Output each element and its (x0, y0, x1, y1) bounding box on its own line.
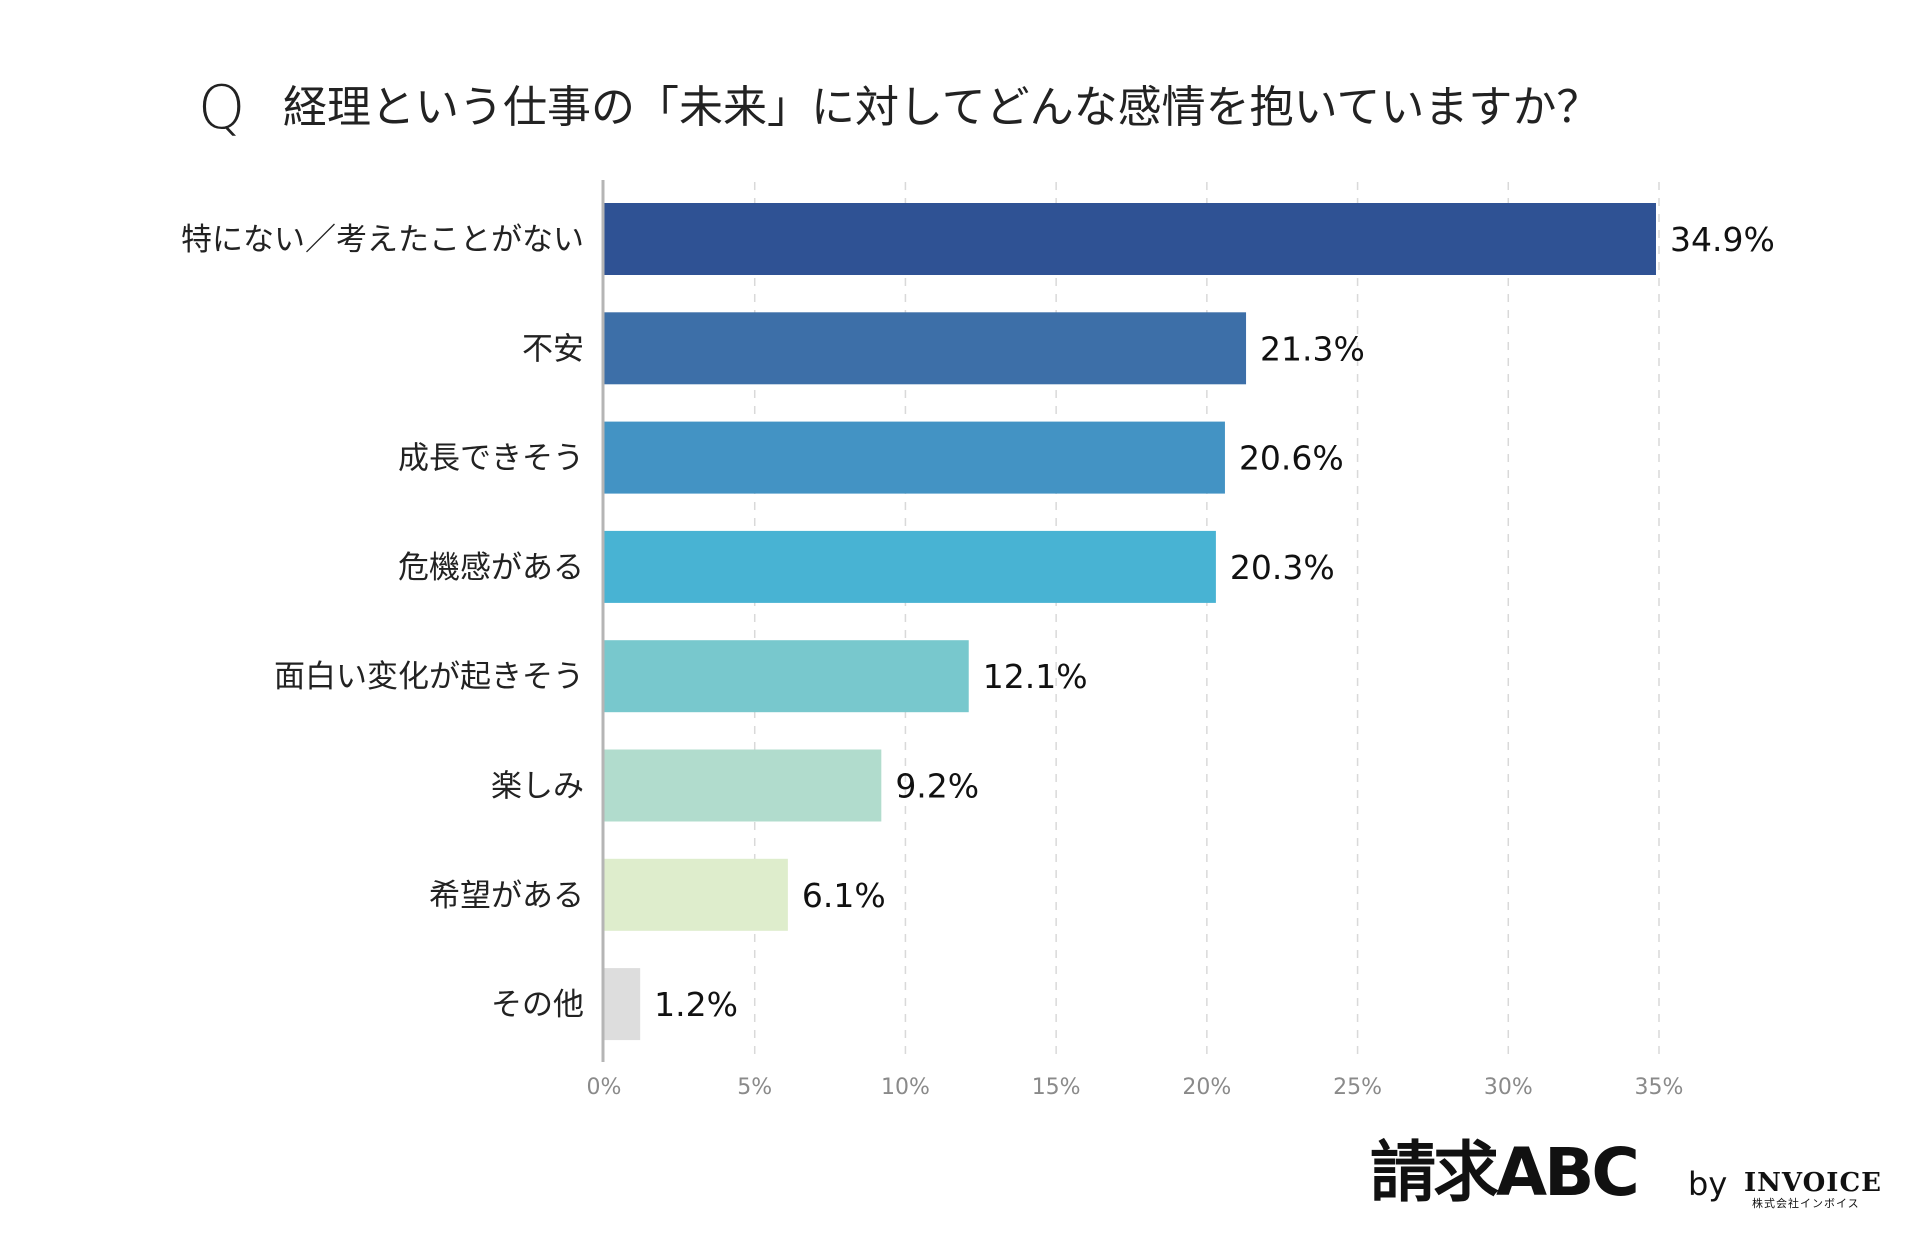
x-tick-labels: 0% 5% 10% 15% 20% 25% 30% 35% (587, 1075, 1684, 1100)
category-label: その他 (491, 987, 584, 1023)
category-labels: 特にない／考えたことがない不安成長できそう危機感がある面白い変化が起きそう楽しみ… (181, 222, 584, 1023)
value-label: 20.3% (1230, 548, 1335, 587)
category-label: 楽しみ (491, 769, 584, 805)
category-label: 希望がある (429, 878, 584, 914)
x-tick-label: 30% (1484, 1075, 1533, 1100)
bar (604, 968, 641, 1041)
x-tick-label: 0% (587, 1075, 622, 1100)
chart-title: 経理という仕事の「未来」に対してどんな感情を抱いていますか？ (283, 82, 1600, 133)
value-label: 9.2% (895, 767, 979, 806)
brand-company-name: INVOICE (1744, 1168, 1882, 1198)
bar (604, 640, 969, 713)
value-label: 34.9% (1670, 220, 1775, 259)
x-tick-label: 15% (1032, 1075, 1081, 1100)
brand-by-text: by (1688, 1165, 1728, 1203)
x-tick-label: 20% (1182, 1075, 1231, 1100)
x-tick-label: 10% (881, 1075, 930, 1100)
bar (604, 312, 1247, 385)
bar (604, 421, 1225, 494)
category-label: 危機感がある (398, 550, 584, 586)
title-q-mark: Q (198, 73, 245, 143)
brand-company-sub: 株式会社インボイス (1752, 1197, 1860, 1210)
category-label: 不安 (522, 331, 584, 367)
bar (604, 530, 1216, 603)
value-labels: 34.9% 21.3% 20.6% 20.3% 12.1% 9.2% 6.1% 1.2% (654, 220, 1775, 1024)
bar (604, 858, 788, 931)
category-label: 面白い変化が起きそう (274, 659, 584, 695)
value-label: 20.6% (1239, 439, 1344, 478)
bars (604, 203, 1656, 1041)
category-label: 成長できそう (398, 441, 584, 477)
category-label: 特にない／考えたことがない (181, 222, 584, 258)
value-label: 21.3% (1260, 329, 1365, 368)
x-tick-label: 25% (1333, 1075, 1382, 1100)
x-tick-label: 35% (1635, 1075, 1684, 1100)
value-label: 12.1% (983, 657, 1088, 696)
value-label: 1.2% (654, 985, 738, 1024)
brand-logo: 請求ABC (1370, 1134, 1640, 1211)
bar (604, 203, 1656, 275)
value-label: 6.1% (802, 876, 886, 915)
x-tick-label: 5% (737, 1075, 772, 1100)
bar (604, 749, 882, 822)
